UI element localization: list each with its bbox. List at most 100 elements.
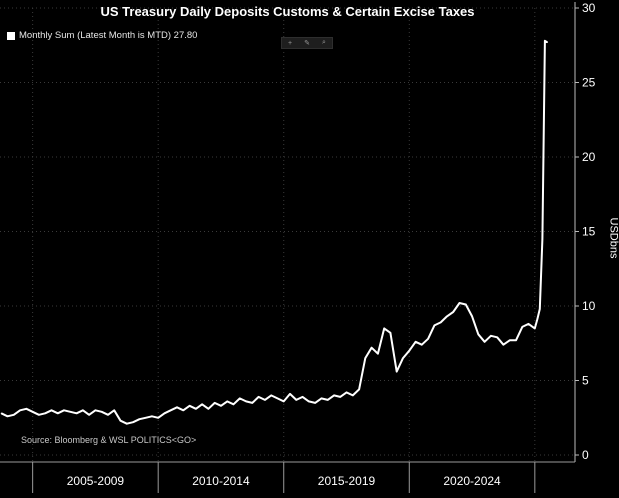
data-point [352,394,354,396]
data-point [283,400,285,402]
data-point [477,333,479,335]
data-point [471,315,473,317]
legend-label: Monthly Sum (Latest Month is MTD) 27.80 [19,30,198,41]
data-point [82,409,84,411]
data-point [389,332,391,334]
data-point [258,396,260,398]
data-point [13,414,15,416]
data-point [76,412,78,414]
data-point [264,399,266,401]
data-point [101,411,103,413]
data-point [245,400,247,402]
x-group-label: 2005-2009 [67,474,125,488]
data-point [289,393,291,395]
data-point [333,394,335,396]
data-point [327,399,329,401]
data-point [176,406,178,408]
data-point [302,396,304,398]
data-point [57,412,59,414]
zoom-icon[interactable]: + [288,39,293,47]
y-tick-label: 30 [582,1,596,15]
data-point [226,400,228,402]
data-point [19,409,21,411]
data-point [458,302,461,304]
data-point [163,412,166,414]
data-point [126,423,128,425]
data-point [119,420,122,422]
legend: Monthly Sum (Latest Month is MTD) 27.80 [7,30,197,41]
data-point [452,311,454,313]
data-point [484,341,486,343]
data-point [427,338,429,340]
data-point [25,408,27,410]
x-group-label: 2020-2024 [443,474,501,488]
data-point [534,327,536,329]
data-point [138,418,140,420]
data-point [207,408,209,410]
data-point [415,341,417,343]
data-point [157,417,159,419]
data-point [69,411,71,413]
data-point [214,402,216,404]
data-point [544,40,546,42]
data-point [145,417,147,419]
data-point [151,415,153,417]
data-point [490,335,492,337]
data-point [132,421,134,423]
data-point [182,409,184,411]
x-group-label: 2015-2019 [318,474,376,488]
data-point [270,394,272,396]
series-layer [0,39,549,425]
data-point [509,339,511,341]
data-point [201,403,203,405]
data-point [63,409,65,411]
data-point [527,323,530,325]
grid-layer [0,7,575,462]
data-point [44,412,46,414]
data-point [38,414,40,416]
data-point [107,414,109,416]
data-point [220,405,222,407]
chart-toolbar: + ✎ ⌕ [281,37,333,49]
y-tick-label: 20 [582,150,596,164]
data-point [113,409,115,411]
data-point [276,397,279,399]
data-point [383,327,385,329]
data-point [339,396,341,398]
data-point [0,412,2,414]
search-icon[interactable]: ⌕ [322,39,326,46]
y-tick-label: 10 [582,299,596,313]
series-line [0,39,548,425]
data-point [358,388,360,390]
legend-swatch [7,31,15,40]
data-point [408,350,410,352]
data-point [440,321,442,323]
data-point [295,399,297,401]
data-point [546,41,549,43]
edit-icon[interactable]: ✎ [304,40,311,47]
chart-title: US Treasury Daily Deposits Customs & Cer… [100,4,475,19]
y-axis-label: USDbns [607,217,619,259]
data-point [195,408,197,410]
data-point [251,402,253,404]
data-point [170,409,172,411]
source-note: Source: Bloomberg & WSL POLITICS<GO> [21,435,197,445]
data-point [232,403,235,405]
data-point [421,344,423,346]
data-point [189,405,191,407]
data-point [496,336,498,338]
data-point [465,303,467,306]
x-group-layer: 2005-2009 2010-2014 2015-2019 2020-2024 [0,461,575,493]
x-group-label: 2010-2014 [192,474,250,488]
data-point [239,397,241,399]
y-tick-label: 15 [582,225,596,239]
data-point [521,326,523,328]
data-point [541,238,544,240]
data-point [539,308,541,310]
data-point [314,402,316,404]
axis-layer: 0 5 10 15 20 25 30 [574,1,596,462]
y-tick-label: 5 [582,374,589,388]
data-point [364,357,366,359]
